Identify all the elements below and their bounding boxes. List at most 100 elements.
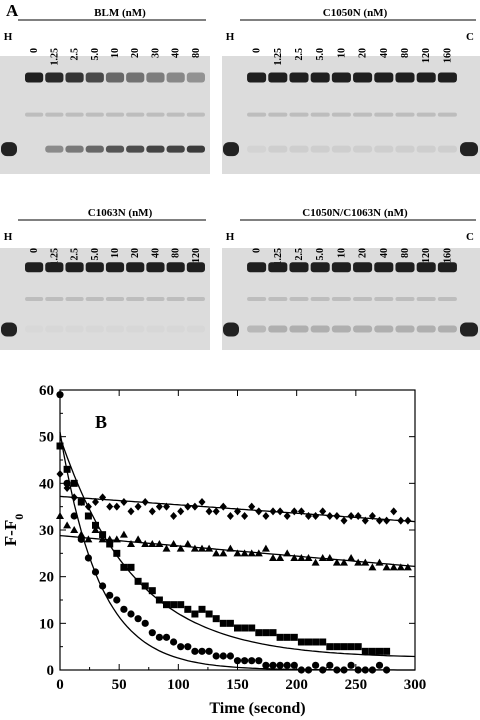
data-point-circle xyxy=(233,657,242,665)
data-point-diamond xyxy=(404,516,412,525)
gel-band-substrate xyxy=(45,262,64,273)
gel-lane-label: 30 xyxy=(150,48,161,58)
data-point-square xyxy=(92,521,99,529)
gel-band-product xyxy=(353,145,373,153)
gel-band-substrate xyxy=(331,72,351,83)
gel-band-product xyxy=(289,325,309,333)
gel-lane-label: 1.25 xyxy=(49,248,60,266)
gel-band-substrate xyxy=(126,262,145,273)
data-point-diamond xyxy=(155,502,163,511)
x-tick-label: 250 xyxy=(345,677,368,693)
panel-a-label: A xyxy=(6,1,19,20)
gel-band-substrate xyxy=(374,262,394,273)
data-point-circle xyxy=(326,661,334,669)
data-point-diamond xyxy=(333,512,341,520)
data-point-triangle xyxy=(183,540,192,547)
y-axis-label: F-F0 xyxy=(1,514,26,546)
data-point-square xyxy=(241,624,249,632)
data-point-diamond xyxy=(248,502,256,511)
data-point-circle xyxy=(304,666,313,674)
gel-band-substrate xyxy=(166,72,185,83)
gel-band-substrate xyxy=(289,72,309,83)
data-point-square xyxy=(297,638,305,646)
data-point-triangle xyxy=(169,540,178,547)
data-point-triangle xyxy=(127,540,135,547)
gel-band-intermediate xyxy=(65,112,84,117)
data-point-circle xyxy=(191,647,199,655)
gel-band-product xyxy=(146,325,165,333)
gel-band-product xyxy=(186,145,205,153)
data-point-circle xyxy=(184,643,192,651)
data-point-triangle xyxy=(254,549,263,557)
data-point-diamond xyxy=(127,507,135,516)
data-point-diamond xyxy=(305,512,312,520)
data-point-triangle xyxy=(63,521,72,529)
gel-band-substrate xyxy=(310,72,330,83)
gel-lane-label: 2.5 xyxy=(70,48,81,61)
gel-band-intermediate xyxy=(289,296,309,301)
gel-band-intermediate xyxy=(310,296,330,301)
data-point-square xyxy=(77,498,85,506)
fit-line-square xyxy=(59,436,416,658)
data-point-circle xyxy=(198,647,206,655)
gel-band-intermediate xyxy=(166,112,185,117)
gel-band-intermediate xyxy=(437,112,457,117)
gel-marker-label-c: C xyxy=(466,231,474,243)
gel-lane-label: 2.5 xyxy=(70,248,81,261)
gel-band-c xyxy=(460,142,478,157)
data-point-circle xyxy=(354,666,362,674)
data-point-square xyxy=(269,629,277,637)
gel-lane-label: 120 xyxy=(421,48,432,63)
data-point-circle xyxy=(170,638,178,646)
y-tick-label: 0 xyxy=(47,663,55,679)
gel-band-substrate xyxy=(268,72,288,83)
data-point-circle xyxy=(106,591,114,599)
gel-band-intermediate xyxy=(395,112,415,117)
data-point-circle xyxy=(297,666,305,674)
data-point-diamond xyxy=(340,516,348,525)
gel-band-h xyxy=(1,322,17,337)
data-point-circle xyxy=(241,657,249,665)
data-point-square xyxy=(127,563,135,571)
gel-band-intermediate xyxy=(331,112,351,117)
gel-band-product xyxy=(331,145,351,153)
data-point-triangle xyxy=(219,549,228,557)
data-point-diamond xyxy=(276,507,284,516)
gel-band-intermediate xyxy=(126,112,145,117)
gel-lane-label: 80 xyxy=(400,248,411,258)
gel-lane-label: 40 xyxy=(379,248,390,258)
data-point-diamond xyxy=(120,498,128,506)
gel-band-intermediate xyxy=(374,112,394,117)
data-point-diamond xyxy=(383,516,391,525)
data-point-square xyxy=(134,577,142,585)
gel-marker-label-h: H xyxy=(4,231,13,243)
data-point-square xyxy=(305,638,312,646)
data-point-square xyxy=(340,643,348,651)
y-axis-label-main: F-F xyxy=(1,520,20,546)
gel-band-product xyxy=(146,145,165,153)
gel-band-product xyxy=(289,145,309,153)
gel-title: C1050N/C1063N (nM) xyxy=(302,207,408,219)
gel-band-product xyxy=(105,325,125,333)
data-point-diamond xyxy=(326,512,334,520)
gel-band-product xyxy=(65,325,84,333)
data-point-triangle xyxy=(198,544,206,552)
gel-band-substrate xyxy=(25,72,44,83)
data-point-circle xyxy=(77,535,85,543)
gel-band-substrate xyxy=(247,72,267,83)
gel-band-substrate xyxy=(25,262,44,273)
gel-band-product xyxy=(45,325,64,333)
gel-band-intermediate xyxy=(105,296,125,301)
gel-lane-label: 1.25 xyxy=(273,248,284,266)
data-point-diamond xyxy=(70,493,78,502)
data-point-square xyxy=(212,615,220,623)
data-point-triangle xyxy=(297,554,306,561)
y-axis-label-subscript: 0 xyxy=(12,514,26,520)
data-point-triangle xyxy=(98,535,107,543)
data-point-square xyxy=(56,442,64,450)
gel-band-substrate xyxy=(186,262,205,273)
gel-band-product xyxy=(166,145,185,153)
gel-band-substrate xyxy=(126,72,145,83)
data-point-triangle xyxy=(226,544,235,552)
